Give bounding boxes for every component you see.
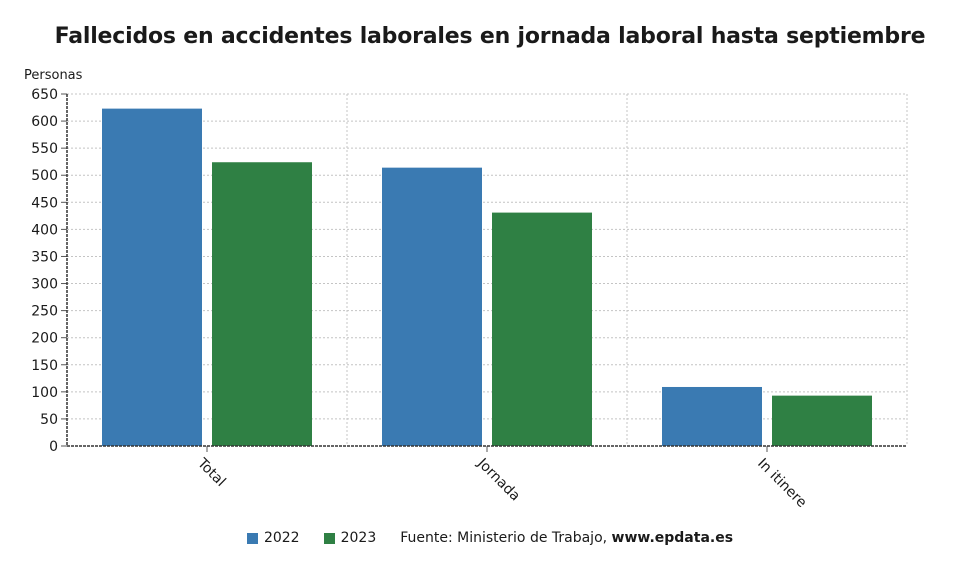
y-tick-label: 550	[31, 141, 58, 157]
y-tick-label: 50	[40, 412, 58, 428]
legend-label-2022: 2022	[263, 530, 300, 546]
bar-2022-total	[102, 108, 202, 447]
x-tick-label: Jornada	[473, 455, 523, 505]
legend-label-2023: 2023	[340, 530, 377, 546]
y-tick-label: 650	[31, 87, 58, 103]
bar-2023-total	[212, 162, 312, 447]
source-label: Fuente: Ministerio de Trabajo,	[400, 530, 608, 546]
source-text: Fuente: Ministerio de Trabajo, www.epdat…	[400, 530, 733, 546]
bar-chart: 0 50 100 150 200 250 300 350 400 450 500 550 600 650 T…	[31, 87, 908, 511]
y-tick-label: 0	[49, 439, 58, 455]
x-tick-label: Total	[193, 455, 228, 490]
y-tick-label: 400	[31, 222, 58, 238]
y-tick-label: 150	[31, 358, 58, 374]
bar-2023-in-itinere	[772, 395, 872, 446]
y-tick-label: 500	[31, 168, 58, 184]
legend-swatch-2023	[323, 532, 335, 544]
y-tick-label: 200	[31, 331, 58, 347]
legend-item-2022: 2022	[246, 530, 300, 546]
source-site: www.epdata.es	[611, 530, 734, 546]
x-tick-label: In itinere	[754, 456, 809, 511]
bar-2022-in-itinere	[662, 386, 762, 446]
y-tick-label: 350	[31, 249, 58, 265]
chart-title: Fallecidos en accidentes laborales en jo…	[54, 24, 926, 49]
legend: 2022 2023 Fuente: Ministerio de Trabajo,…	[0, 530, 980, 546]
y-tick-label: 450	[31, 195, 58, 211]
bar-2023-jornada	[492, 212, 592, 446]
legend-swatch-2022	[246, 532, 258, 544]
legend-item-2023: 2023	[323, 530, 377, 546]
y-tick-label: 300	[31, 277, 58, 293]
bar-2022-jornada	[382, 167, 482, 446]
y-axis-label: Personas	[24, 68, 83, 83]
y-tick-label: 600	[31, 114, 58, 130]
y-tick-label: 100	[31, 385, 58, 401]
y-tick-label: 250	[31, 304, 58, 320]
